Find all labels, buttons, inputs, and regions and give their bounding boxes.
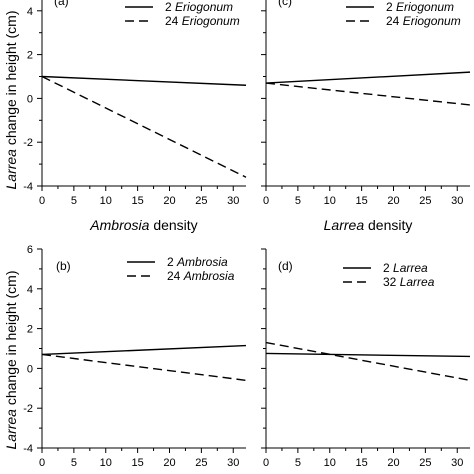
legend-entry-taxon: Ambrosia [176, 255, 228, 269]
x-tick-label: 5 [71, 457, 77, 469]
x-tick-label: 20 [163, 457, 175, 469]
y-tick-label: -4 [23, 443, 33, 455]
legend-entry-taxon: Larrea [393, 261, 428, 275]
x-tick-label: 15 [356, 457, 368, 469]
panel-c: 0 5 10 15 20 25 30 Larrea density (c) 2 Eriogonum… [261, 0, 471, 233]
x-tick-label: 10 [100, 195, 112, 207]
x-tick-label: 0 [263, 457, 269, 469]
legend-entry: 24 Ambrosia [167, 269, 235, 283]
x-tick-label: 0 [39, 195, 45, 207]
legend-entry: 24 Eriogonum [165, 14, 240, 28]
series-line-dashed [265, 82, 471, 106]
legend-entry: 24 Eriogonum [386, 14, 461, 28]
x-tick-label: 30 [451, 195, 463, 207]
legend-entry-count: 24 [167, 269, 184, 283]
x-tick-label: 25 [195, 457, 207, 469]
series-line-dashed [265, 341, 471, 382]
x-tick-label: 30 [227, 195, 239, 207]
panel-label: (d) [278, 259, 293, 273]
x-tick-label: 15 [356, 195, 368, 207]
x-tick-label: 10 [324, 457, 336, 469]
legend-entry: 2 Eriogonum [386, 0, 454, 14]
series-line-solid [41, 344, 247, 356]
series-line-solid [41, 75, 247, 86]
y-tick-label: 0 [27, 93, 33, 105]
x-axis-label-rest: density [149, 217, 197, 233]
y-tick-label: 2 [27, 50, 33, 62]
x-axis-label: Larrea density [324, 217, 413, 233]
legend-entry-taxon: Eriogonum [396, 0, 454, 14]
x-tick-label: 5 [71, 195, 77, 207]
y-tick-label: 6 [27, 244, 33, 256]
y-tick-label: -2 [23, 403, 33, 415]
x-tick-label: 5 [295, 195, 301, 207]
y-axis-label-italic: Larrea [3, 149, 19, 190]
panel-label: (a) [54, 0, 69, 8]
legend-entry-taxon: Ambrosia [183, 269, 235, 283]
y-axis-label-italic: Larrea [3, 409, 19, 450]
y-axis-label-rest: change in height (cm) [3, 271, 19, 410]
x-tick-label: 20 [387, 195, 399, 207]
x-axis-label-italic: Ambrosia [89, 217, 149, 233]
x-tick-label: 25 [195, 195, 207, 207]
legend-entry-count: 2 [383, 261, 393, 275]
x-tick-label: 30 [451, 457, 463, 469]
legend-entry-count: 24 [165, 14, 182, 28]
x-tick-label: 30 [227, 457, 239, 469]
legend-entry: 2 Eriogonum [165, 0, 233, 14]
y-tick-label: 4 [27, 284, 33, 296]
legend-entry-taxon: Eriogonum [403, 14, 461, 28]
series-line-solid [265, 71, 471, 84]
legend-entry: 2 Ambrosia [167, 255, 228, 269]
legend-entry: 2 Larrea [383, 261, 428, 275]
y-axis-label-top: Larrea change in height (cm) [3, 11, 19, 190]
x-tick-label: 10 [324, 195, 336, 207]
legend-entry-count: 2 [386, 0, 396, 14]
panel-label: (c) [278, 0, 292, 8]
x-axis-label: Ambrosia density [89, 217, 197, 233]
y-axis-label-rest: change in height (cm) [3, 11, 19, 150]
x-tick-label: 0 [39, 457, 45, 469]
legend-entry-taxon: Eriogonum [175, 0, 233, 14]
legend-entry-count: 24 [386, 14, 403, 28]
series-line-dashed [41, 75, 247, 178]
x-tick-label: 25 [419, 195, 431, 207]
x-tick-label: 15 [132, 457, 144, 469]
x-axis-label-italic: Larrea [324, 217, 365, 233]
y-tick-label: 0 [27, 363, 33, 375]
x-tick-label: 15 [132, 195, 144, 207]
y-tick-label: 2 [27, 324, 33, 336]
legend-entry-taxon: Eriogonum [182, 14, 240, 28]
x-tick-label: 20 [387, 457, 399, 469]
y-tick-label: -2 [23, 137, 33, 149]
y-tick-label: -4 [23, 181, 33, 193]
y-axis-label-bottom: Larrea change in height (cm) [3, 271, 19, 450]
x-tick-label: 10 [100, 457, 112, 469]
legend-entry-count: 32 [383, 275, 400, 289]
x-axis-label-rest: density [364, 217, 412, 233]
y-tick-label: 4 [27, 6, 33, 18]
x-tick-label: 25 [419, 457, 431, 469]
legend-entry-taxon: Larrea [400, 275, 435, 289]
panel-label: (b) [56, 259, 71, 273]
legend-entry: 32 Larrea [383, 275, 435, 289]
x-tick-label: 0 [263, 195, 269, 207]
legend-entry-count: 2 [165, 0, 175, 14]
legend-entry-count: 2 [167, 255, 177, 269]
x-tick-label: 5 [295, 457, 301, 469]
series-line-dashed [41, 353, 247, 382]
x-tick-label: 20 [163, 195, 175, 207]
series-line-solid [265, 352, 471, 358]
